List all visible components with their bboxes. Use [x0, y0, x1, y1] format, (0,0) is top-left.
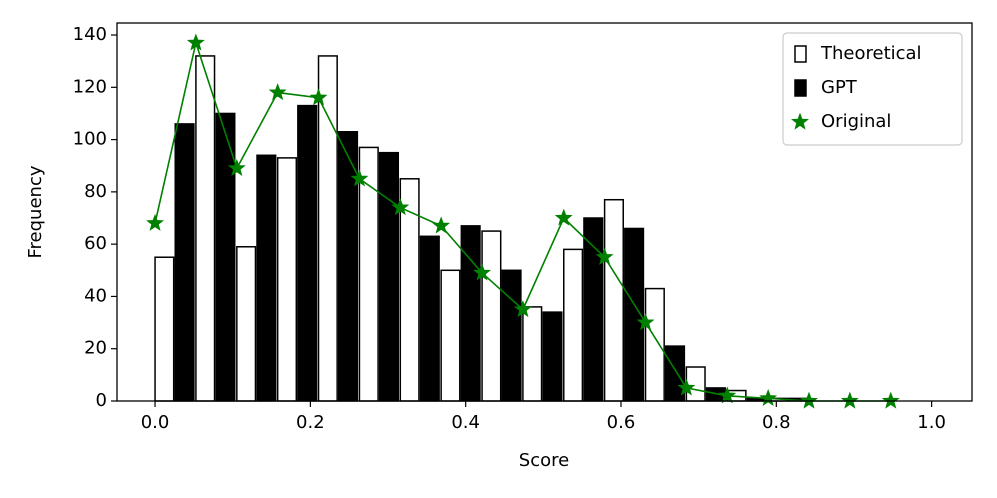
bar — [440, 269, 461, 402]
bar — [522, 306, 543, 402]
star-marker — [391, 198, 410, 216]
star-marker — [840, 391, 859, 409]
star-marker — [554, 208, 573, 226]
star-marker — [800, 391, 818, 409]
bar — [378, 151, 400, 402]
bar — [195, 55, 216, 402]
legend-swatch — [794, 79, 807, 97]
y-tick-label: 100 — [73, 129, 107, 150]
x-tick-label: 0.2 — [296, 412, 325, 433]
x-tick-label: 0.8 — [762, 412, 791, 433]
y-tick-label: 60 — [84, 233, 107, 254]
bar — [256, 154, 277, 402]
bar — [236, 246, 257, 402]
legend-label: Original — [821, 111, 891, 132]
star-marker — [677, 378, 696, 396]
y-tick-label: 40 — [84, 285, 107, 306]
y-axis-label: Frequency — [25, 165, 46, 258]
legend-label: Theoretical — [820, 43, 922, 64]
star-marker — [432, 216, 451, 234]
legend-swatch — [794, 45, 807, 63]
legend-swatch — [791, 112, 809, 130]
y-tick-label: 0 — [96, 390, 107, 411]
star-marker — [350, 169, 369, 187]
x-tick-label: 0.6 — [607, 412, 636, 433]
bar — [563, 248, 584, 402]
star-marker — [881, 391, 900, 409]
bar — [317, 55, 338, 402]
bar — [337, 130, 359, 402]
x-tick-label: 0.4 — [451, 412, 480, 433]
star-marker — [718, 386, 737, 404]
star-marker — [268, 83, 287, 101]
bar — [481, 230, 502, 402]
bar — [501, 269, 522, 402]
bar — [603, 198, 624, 402]
bar — [664, 345, 686, 402]
y-tick-label: 120 — [73, 76, 107, 97]
y-tick-label: 80 — [84, 181, 107, 202]
bar — [276, 157, 298, 402]
legend-label: GPT — [821, 77, 858, 98]
star-marker — [636, 313, 655, 331]
x-tick-label: 0.0 — [141, 412, 170, 433]
bar — [419, 235, 440, 402]
y-tick-label: 140 — [73, 24, 107, 45]
bar — [297, 104, 318, 402]
bar — [215, 112, 236, 402]
x-tick-label: 1.0 — [917, 412, 946, 433]
star-marker — [513, 300, 532, 318]
star-marker — [595, 247, 614, 265]
star-marker — [759, 388, 778, 407]
plot-frame — [116, 22, 973, 402]
bar — [154, 256, 175, 402]
bar — [174, 123, 195, 402]
legend-box — [782, 32, 963, 146]
bar — [542, 311, 563, 402]
star-marker — [309, 88, 328, 106]
bar — [685, 366, 706, 402]
star-marker — [186, 33, 205, 51]
x-axis-label: Score — [519, 450, 569, 471]
star-marker — [473, 263, 492, 281]
star-marker — [227, 158, 246, 176]
y-tick-label: 20 — [84, 338, 107, 359]
bar — [644, 287, 665, 402]
star-marker — [146, 213, 165, 231]
